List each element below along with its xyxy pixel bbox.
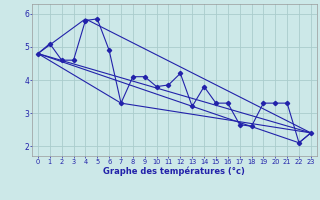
X-axis label: Graphe des températures (°c): Graphe des températures (°c)	[103, 166, 245, 176]
